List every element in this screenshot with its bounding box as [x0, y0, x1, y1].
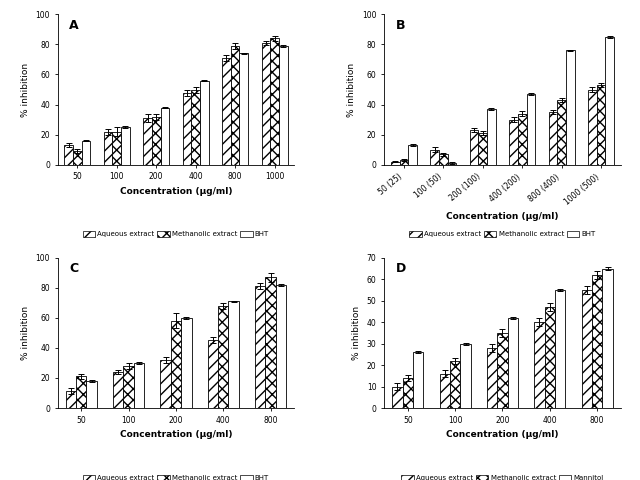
Bar: [548, 112, 557, 165]
Bar: [76, 376, 86, 408]
Bar: [487, 348, 497, 408]
Text: B: B: [396, 19, 406, 32]
Bar: [545, 307, 555, 408]
Bar: [566, 50, 575, 165]
Bar: [403, 378, 413, 408]
X-axis label: Concentration (μg/ml): Concentration (μg/ml): [446, 212, 559, 221]
Legend: Aqueous extract, Methanolic extract, BHT: Aqueous extract, Methanolic extract, BHT: [83, 475, 269, 480]
Bar: [487, 109, 496, 165]
Bar: [588, 89, 596, 165]
Legend: Aqueous extract, Methanolic extract, BHT: Aqueous extract, Methanolic extract, BHT: [83, 231, 269, 238]
Bar: [602, 268, 612, 408]
Bar: [605, 37, 614, 165]
Text: C: C: [69, 262, 79, 275]
Bar: [191, 89, 200, 165]
Bar: [64, 145, 73, 165]
Bar: [161, 108, 169, 165]
Bar: [82, 141, 90, 165]
Y-axis label: % inhibition: % inhibition: [348, 62, 356, 117]
Bar: [171, 321, 181, 408]
Bar: [255, 286, 266, 408]
Bar: [527, 94, 535, 165]
Bar: [181, 318, 191, 408]
Legend: Aqueous extract, Methanolic extract, Mannitol: Aqueous extract, Methanolic extract, Man…: [401, 475, 604, 480]
Bar: [262, 43, 270, 165]
Bar: [124, 366, 134, 408]
Bar: [555, 290, 565, 408]
Text: D: D: [396, 262, 406, 275]
X-axis label: Concentration (μg/ml): Concentration (μg/ml): [120, 430, 232, 439]
Bar: [582, 290, 592, 408]
Bar: [413, 352, 424, 408]
Bar: [399, 160, 408, 165]
Bar: [518, 114, 527, 165]
Legend: Aqueous extract, Methanolic extract, BHT: Aqueous extract, Methanolic extract, BHT: [410, 231, 595, 238]
Bar: [231, 46, 239, 165]
Bar: [113, 372, 124, 408]
Text: A: A: [69, 19, 79, 32]
X-axis label: Concentration (μg/ml): Concentration (μg/ml): [446, 430, 559, 439]
Bar: [440, 373, 450, 408]
Bar: [207, 340, 218, 408]
Bar: [104, 132, 113, 165]
Bar: [557, 100, 566, 165]
Bar: [479, 133, 487, 165]
Bar: [270, 38, 279, 165]
Bar: [497, 333, 508, 408]
Bar: [134, 363, 144, 408]
Bar: [460, 344, 471, 408]
Bar: [239, 53, 248, 165]
Y-axis label: % inhibition: % inhibition: [21, 306, 30, 360]
Bar: [143, 118, 152, 165]
Bar: [592, 275, 602, 408]
Bar: [470, 130, 479, 165]
Bar: [222, 58, 231, 165]
Bar: [182, 93, 191, 165]
Bar: [276, 285, 286, 408]
Bar: [266, 277, 276, 408]
Bar: [121, 127, 130, 165]
Bar: [596, 85, 605, 165]
Bar: [66, 392, 76, 408]
Bar: [218, 306, 228, 408]
Bar: [450, 361, 460, 408]
Bar: [152, 117, 161, 165]
Y-axis label: % inhibition: % inhibition: [21, 62, 30, 117]
Bar: [509, 120, 518, 165]
Bar: [534, 322, 545, 408]
Bar: [113, 132, 121, 165]
Bar: [508, 318, 518, 408]
Bar: [279, 46, 287, 165]
X-axis label: Concentration (μg/ml): Concentration (μg/ml): [120, 187, 232, 196]
Bar: [430, 150, 439, 165]
Bar: [73, 151, 82, 165]
Bar: [392, 386, 403, 408]
Bar: [447, 163, 456, 165]
Bar: [200, 81, 209, 165]
Bar: [228, 301, 239, 408]
Bar: [408, 145, 417, 165]
Y-axis label: % inhibition: % inhibition: [352, 306, 361, 360]
Bar: [160, 360, 171, 408]
Bar: [86, 381, 97, 408]
Bar: [391, 162, 399, 165]
Bar: [439, 154, 447, 165]
